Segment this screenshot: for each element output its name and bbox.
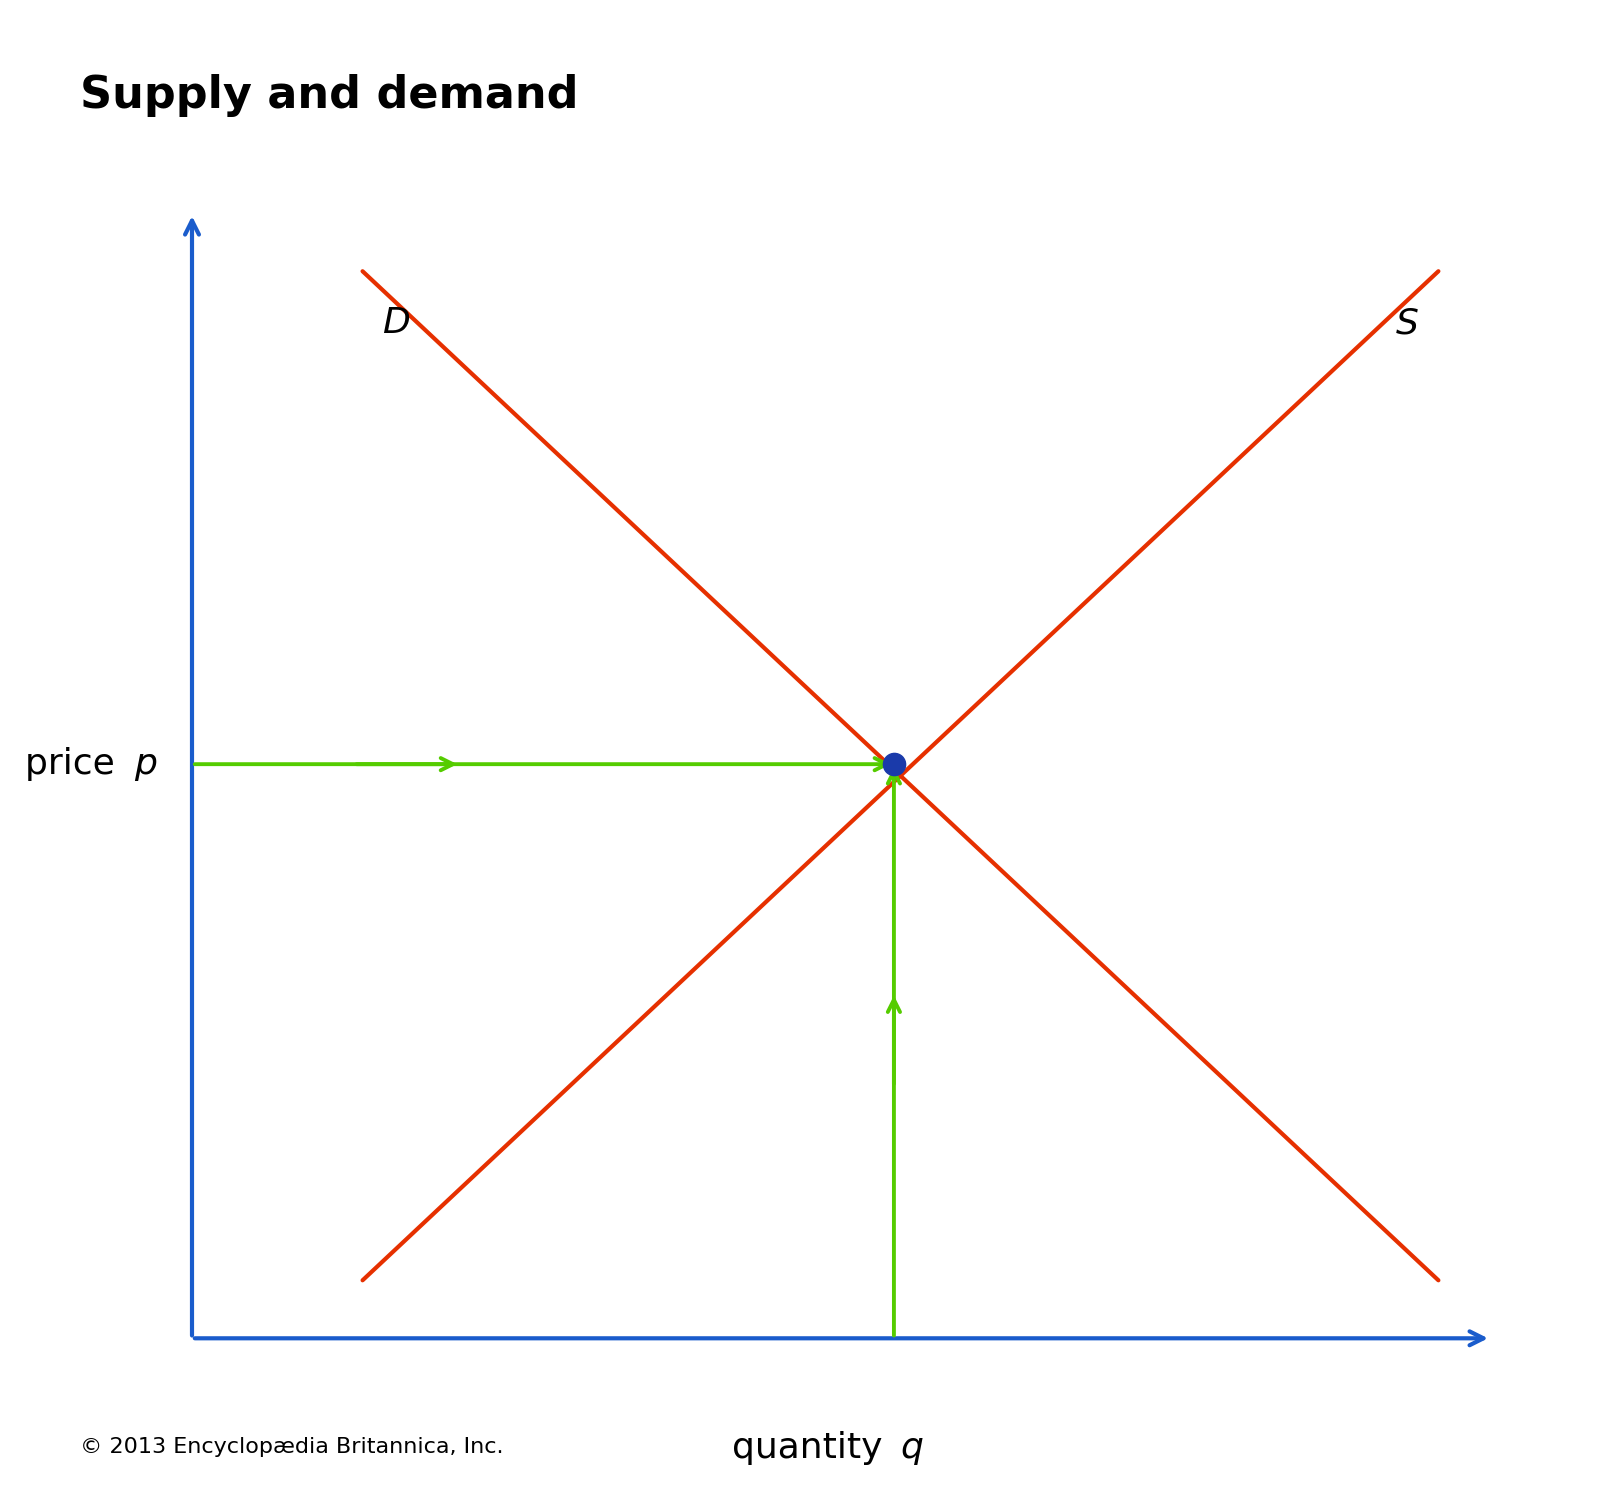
Text: p: p: [134, 746, 157, 781]
Text: S: S: [1395, 306, 1419, 341]
Text: quantity: quantity: [731, 1430, 894, 1465]
Text: Supply and demand: Supply and demand: [80, 74, 579, 117]
Text: D: D: [382, 306, 410, 341]
Text: © 2013 Encyclopædia Britannica, Inc.: © 2013 Encyclopædia Britannica, Inc.: [80, 1438, 504, 1457]
Text: q: q: [901, 1430, 923, 1465]
Text: price: price: [26, 746, 126, 781]
